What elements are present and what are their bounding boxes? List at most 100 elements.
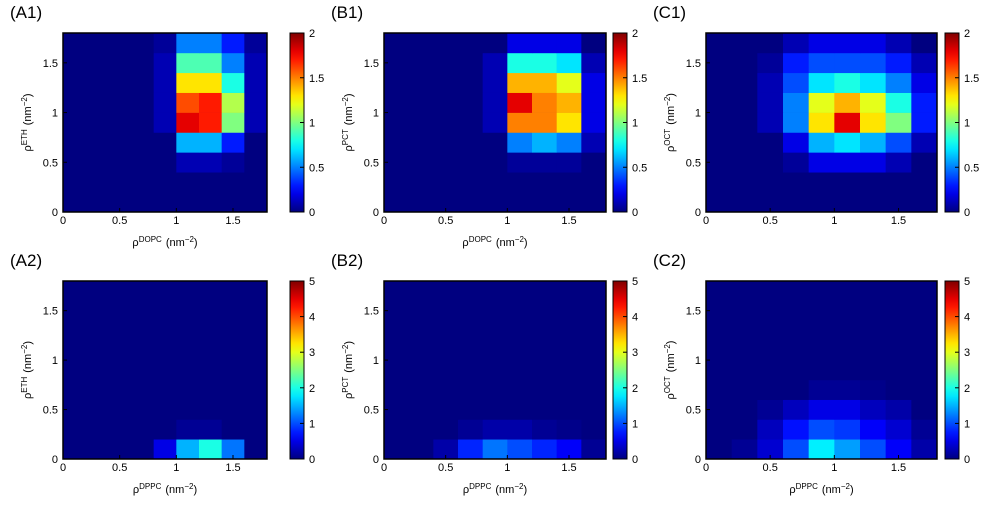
heat-cell — [153, 52, 177, 74]
heat-cell — [581, 399, 607, 420]
heat-cell — [199, 439, 222, 460]
heat-cell — [408, 192, 434, 213]
heat-cell — [108, 92, 132, 113]
heat-cell — [860, 340, 886, 361]
heat-cell — [408, 92, 434, 113]
heat-cell — [581, 419, 607, 440]
heat-cell — [507, 92, 533, 113]
heat-cell — [532, 320, 557, 341]
x-tick-label: 0.5 — [112, 215, 127, 227]
x-tick-label: 1.5 — [561, 215, 576, 227]
heat-cell — [108, 320, 132, 341]
heat-cell — [911, 340, 938, 361]
colorbar-tick-label: 1 — [309, 418, 315, 430]
heat-cell — [199, 152, 222, 173]
heat-cell — [199, 72, 222, 93]
heat-cell — [834, 340, 861, 361]
heat-cell — [783, 72, 809, 93]
heat-cell — [221, 192, 245, 213]
heat-cell — [581, 360, 607, 381]
heat-cell — [433, 152, 459, 173]
label-part: OCT — [663, 376, 672, 393]
heat-cell — [153, 419, 177, 440]
heat-cell — [244, 281, 268, 302]
heat-cell — [384, 439, 409, 460]
heat-cell — [85, 340, 109, 361]
heat-cell — [221, 172, 245, 193]
heat-cell — [85, 379, 109, 400]
heat-cell — [757, 360, 784, 381]
heat-cell — [433, 439, 459, 460]
heat-cell — [221, 340, 245, 361]
heat-cell — [458, 320, 483, 341]
label-part: −2 — [341, 344, 350, 354]
heat-cell — [885, 172, 912, 193]
heat-cell — [63, 399, 86, 420]
heat-cell — [458, 340, 483, 361]
heat-cell — [131, 172, 154, 193]
heat-cell — [482, 379, 508, 400]
heat-cell — [131, 281, 154, 302]
heat-cell — [433, 72, 459, 93]
heat-cell — [581, 340, 607, 361]
heat-cell — [757, 340, 784, 361]
heat-cell — [153, 360, 177, 381]
y-tick-label: 1.5 — [43, 58, 58, 70]
heat-cell — [507, 52, 533, 74]
label-part: −2 — [20, 97, 29, 107]
heat-cell — [131, 439, 154, 460]
heat-cell — [199, 281, 222, 302]
y-tick-label: 0.5 — [43, 405, 58, 417]
heat-cell — [783, 340, 809, 361]
heat-cell — [808, 379, 835, 400]
heat-cell — [556, 152, 582, 173]
heat-cell — [834, 281, 861, 302]
heat-cell — [482, 399, 508, 420]
heat-cell — [199, 192, 222, 213]
heat-cell — [458, 112, 483, 133]
colorbar-tick-label: 0.5 — [964, 162, 979, 174]
heat-cell — [433, 132, 459, 153]
colorbar-tick-label: 2 — [309, 28, 315, 40]
heat-cell — [176, 439, 200, 460]
heat-cell — [808, 340, 835, 361]
heat-cell — [532, 92, 557, 113]
heat-cell — [808, 132, 835, 153]
heat-cell — [384, 340, 409, 361]
heat-cell — [384, 192, 409, 213]
heat-cell — [731, 33, 758, 54]
heat-cell — [885, 152, 912, 173]
heat-cell — [834, 52, 861, 74]
heat-cell — [860, 152, 886, 173]
heat-cell — [507, 132, 533, 153]
heat-cell — [153, 379, 177, 400]
heat-cell — [176, 132, 200, 153]
heat-cell — [860, 379, 886, 400]
heat-cell — [408, 340, 434, 361]
colorbar-tick-label: 1 — [632, 118, 638, 130]
heat-cell — [757, 33, 784, 54]
heat-cell — [153, 72, 177, 93]
heat-cell — [556, 419, 582, 440]
heat-cell — [244, 379, 268, 400]
heat-cell — [63, 281, 86, 302]
heat-cell — [63, 92, 86, 113]
heat-cell — [85, 439, 109, 460]
heat-cell — [63, 172, 86, 193]
heat-cell — [85, 300, 109, 321]
heat-cell — [556, 112, 582, 133]
heat-cell — [860, 112, 886, 133]
heat-cell — [63, 33, 86, 54]
colorbar-tick-label: 0 — [309, 454, 315, 466]
label-part: ETH — [20, 377, 29, 393]
heat-cell — [408, 281, 434, 302]
heat-cell — [783, 399, 809, 420]
y-tick-label: 0 — [695, 454, 701, 466]
heat-cell — [556, 192, 582, 213]
heat-cell — [384, 33, 409, 54]
heat-cell — [131, 152, 154, 173]
heat-cell — [176, 52, 200, 74]
colorbar-tick-label: 0.5 — [309, 162, 324, 174]
